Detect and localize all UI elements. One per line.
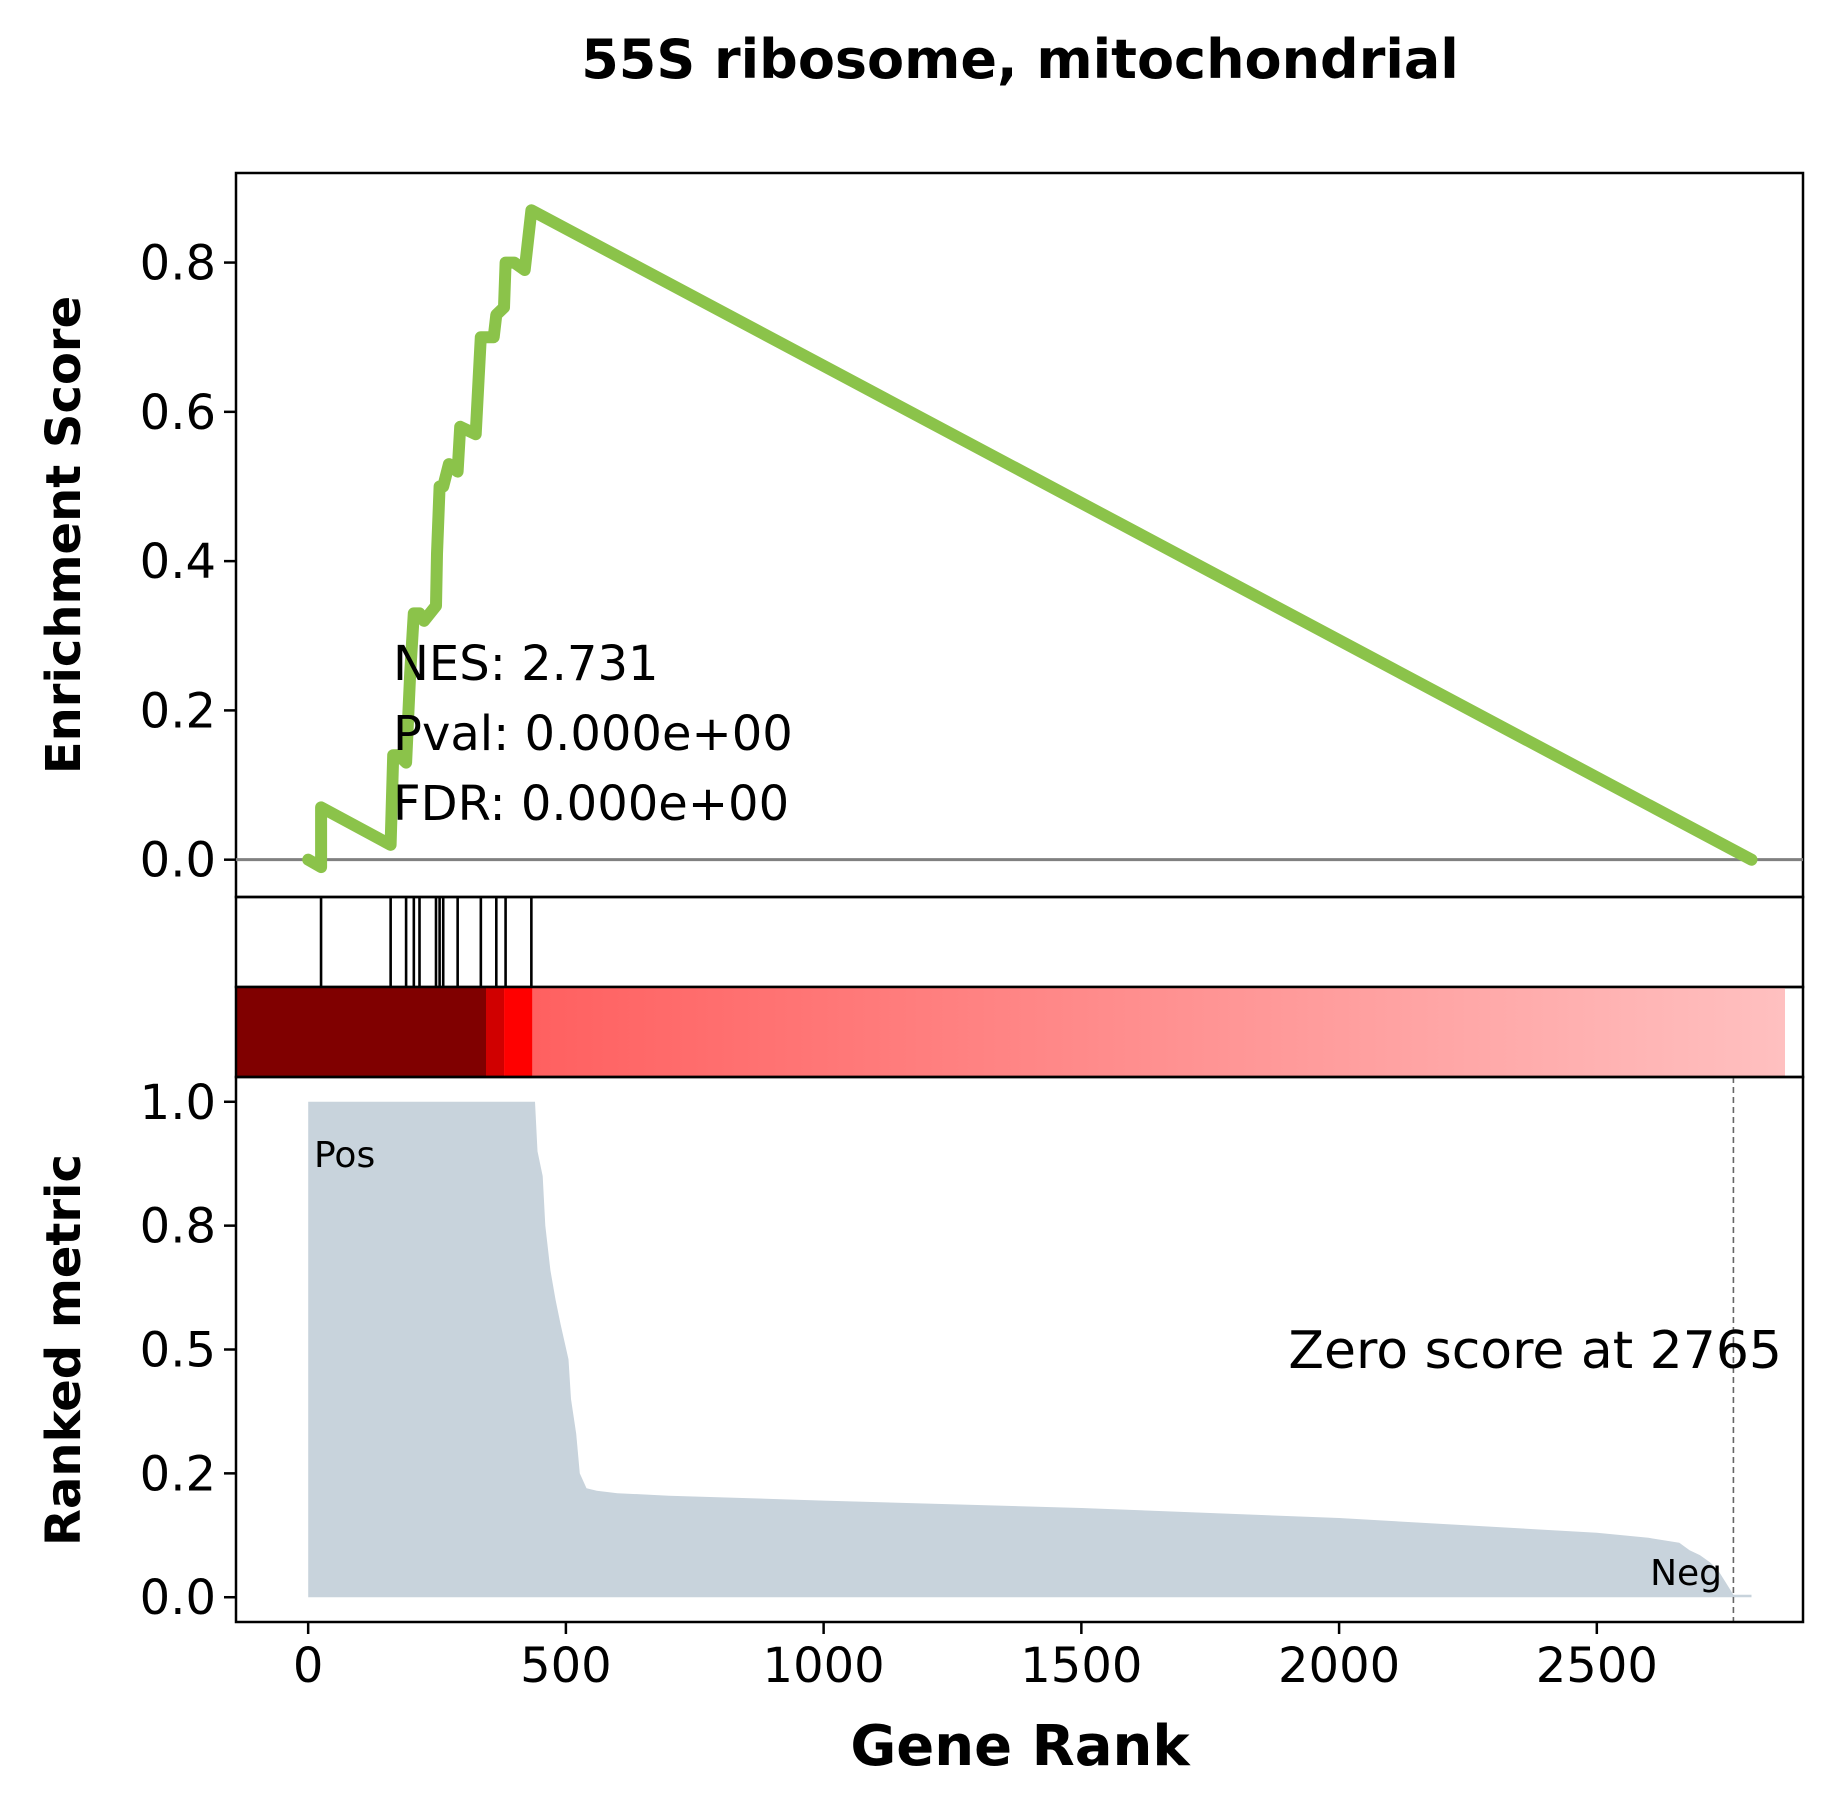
- x-tick-label: 1500: [1020, 1638, 1142, 1694]
- x-axis-label: Gene Rank: [850, 1714, 1191, 1779]
- es-y-tick-label: 0.6: [140, 385, 216, 441]
- metric-y-tick-label: 0.0: [140, 1570, 216, 1626]
- es-y-tick-label: 0.0: [140, 833, 216, 889]
- es-line: [302, 204, 1758, 874]
- x-ticks: 0 500 1000 1500 2000 2500: [293, 1622, 1658, 1694]
- es-panel: 0.0 0.2 0.4 0.6 0.8 Enrichment Score NES: 2.…: [36, 171, 1805, 899]
- es-y-ticks: 0.0 0.2 0.4 0.6 0.8: [140, 236, 236, 889]
- x-tick-label: 2500: [1536, 1638, 1658, 1694]
- pos-label: Pos: [314, 1135, 375, 1176]
- es-y-tick-label: 0.4: [140, 534, 216, 590]
- metric-y-tick-label: 0.8: [140, 1199, 216, 1255]
- fdr-stat: FDR: 0.000e+00: [393, 776, 789, 832]
- es-y-tick-label: 0.8: [140, 236, 216, 292]
- heat-segment: [504, 987, 533, 1077]
- chart-title: 55S ribosome, mitochondrial: [581, 28, 1459, 91]
- es-y-tick-label: 0.2: [140, 683, 216, 739]
- hits-panel: [234, 895, 1805, 989]
- hits-panel-frame: [234, 895, 1805, 989]
- x-tick-label: 500: [520, 1638, 612, 1694]
- metric-panel: 0.0 0.2 0.5 0.8 1.0 0 500 1000 1500 2000 2500 Pos…: [36, 1075, 1805, 1779]
- heat-segment: [485, 987, 505, 1077]
- heat-segment: [236, 987, 486, 1077]
- metric-y-tick-label: 0.2: [140, 1446, 216, 1502]
- heat-panel: [234, 985, 1805, 1079]
- pval-stat: Pval: 0.000e+00: [393, 706, 793, 762]
- x-tick-label: 1000: [763, 1638, 885, 1694]
- metric-y-ticks: 0.0 0.2 0.5 0.8 1.0: [140, 1075, 236, 1626]
- neg-label: Neg: [1650, 1553, 1722, 1594]
- es-y-axis-label: Enrichment Score: [36, 296, 92, 774]
- metric-y-axis-label: Ranked metric: [36, 1154, 92, 1546]
- x-tick-label: 0: [293, 1638, 324, 1694]
- metric-y-tick-label: 0.5: [140, 1323, 216, 1379]
- heat-gradient: [532, 987, 1785, 1077]
- hit-lines: [319, 897, 533, 987]
- zero-score-label: Zero score at 2765: [1288, 1321, 1782, 1381]
- nes-stat: NES: 2.731: [393, 636, 659, 692]
- heat-strip: [236, 987, 1785, 1077]
- x-tick-label: 2000: [1278, 1638, 1400, 1694]
- metric-y-tick-label: 1.0: [140, 1075, 216, 1131]
- ranked-metric-area: [308, 1101, 1752, 1598]
